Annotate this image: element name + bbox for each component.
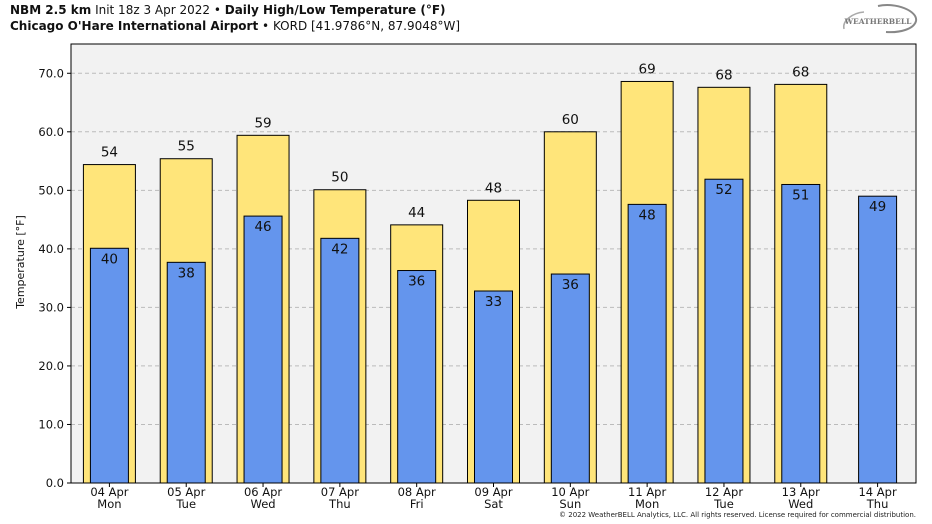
- low-temp-bar: [89, 247, 129, 484]
- x-tick-day: Fri: [410, 497, 424, 511]
- init-time: Init 18z 3 Apr 2022: [95, 3, 211, 17]
- low-temp-label: 48: [639, 207, 656, 223]
- high-temp-label: 54: [101, 145, 118, 161]
- low-temp-bar: [627, 203, 667, 484]
- product-name: Daily High/Low Temperature (°F): [224, 3, 446, 17]
- high-temp-label: 68: [792, 64, 809, 80]
- bullet-separator-2: •: [262, 19, 270, 33]
- x-tick-date: 10 Apr: [551, 485, 589, 499]
- x-tick-date: 08 Apr: [398, 485, 436, 499]
- high-temp-label: 60: [562, 112, 579, 128]
- low-temp-bar: [781, 183, 821, 484]
- copyright-notice: © 2022 WeatherBELL Analytics, LLC. All r…: [559, 511, 916, 519]
- x-tick-date: 12 Apr: [705, 485, 743, 499]
- station-name: Chicago O'Hare International Airport: [10, 19, 259, 33]
- model-name: NBM 2.5 km: [10, 3, 92, 17]
- low-temp-bar: [704, 178, 744, 484]
- low-temp-label: 42: [331, 241, 348, 257]
- low-temp-label: 40: [101, 251, 118, 267]
- chart-header: NBM 2.5 km Init 18z 3 Apr 2022 • Daily H…: [10, 2, 460, 34]
- x-tick-day: Mon: [635, 497, 659, 511]
- x-tick-date: 05 Apr: [167, 485, 205, 499]
- header-line-1: NBM 2.5 km Init 18z 3 Apr 2022 • Daily H…: [10, 2, 460, 18]
- y-tick-label: 50.0: [38, 183, 64, 197]
- x-tick-date: 09 Apr: [474, 485, 512, 499]
- x-tick-day: Mon: [97, 497, 121, 511]
- x-tick-date: 14 Apr: [858, 485, 896, 499]
- high-temp-label: 44: [408, 205, 425, 221]
- high-temp-label: 55: [178, 139, 195, 155]
- logo-swirl-icon: [877, 4, 918, 34]
- high-temp-label: 50: [331, 170, 348, 186]
- header-line-2: Chicago O'Hare International Airport • K…: [10, 18, 460, 34]
- low-temp-label: 33: [485, 294, 502, 310]
- x-tick-date: 06 Apr: [244, 485, 282, 499]
- y-tick-label: 70.0: [38, 66, 64, 80]
- high-temp-label: 59: [254, 115, 271, 131]
- y-axis-label: Temperature [°F]: [14, 215, 27, 310]
- y-tick-label: 40.0: [38, 242, 64, 256]
- low-temp-bar: [243, 215, 283, 484]
- x-tick-day: Sun: [559, 497, 581, 511]
- low-temp-label: 52: [715, 182, 732, 198]
- low-temp-label: 36: [408, 274, 425, 290]
- low-temp-bar: [166, 261, 206, 484]
- station-info: KORD [41.9786°N, 87.9048°W]: [272, 19, 461, 33]
- low-temp-label: 51: [792, 187, 809, 203]
- y-tick-label: 10.0: [38, 417, 64, 431]
- weatherbell-logo: WEATHERBELL: [843, 4, 918, 34]
- x-tick-day: Wed: [788, 497, 813, 511]
- low-temp-bar: [858, 195, 898, 484]
- high-temp-label: 48: [485, 180, 502, 196]
- high-temp-label: 69: [639, 61, 656, 77]
- low-temp-label: 38: [178, 265, 195, 281]
- low-temp-label: 49: [869, 199, 886, 215]
- bar-series: 54 40 55 38 59 46 50 42 44 36 48 33 60 36 69 48 68 52 68 51…: [82, 61, 898, 484]
- x-tick-date: 07 Apr: [321, 485, 359, 499]
- x-tick-day: Thu: [328, 497, 351, 511]
- x-tick-day: Tue: [713, 497, 734, 511]
- y-tick-label: 0.0: [46, 476, 64, 490]
- x-tick-day: Wed: [251, 497, 276, 511]
- logo-text: WEATHERBELL: [844, 17, 912, 26]
- logo-swirl-icon-2: [843, 11, 865, 30]
- x-tick-day: Tue: [175, 497, 196, 511]
- low-temp-label: 46: [254, 219, 271, 235]
- low-temp-bar: [550, 273, 590, 484]
- y-tick-label: 30.0: [38, 300, 64, 314]
- x-tick-date: 04 Apr: [90, 485, 128, 499]
- x-tick-day: Thu: [866, 497, 889, 511]
- low-temp-bar: [320, 237, 360, 484]
- x-tick-date: 13 Apr: [782, 485, 820, 499]
- low-temp-bar: [474, 290, 513, 484]
- y-tick-label: 20.0: [38, 359, 64, 373]
- bullet-separator: •: [213, 3, 221, 17]
- low-temp-bar: [397, 270, 437, 484]
- x-tick-date: 11 Apr: [628, 485, 666, 499]
- low-temp-label: 36: [562, 277, 579, 293]
- y-axis-ticks: 0.0 10.0 20.0 30.0 40.0 50.0 60.0 70.0: [38, 66, 71, 490]
- x-tick-day: Sat: [484, 497, 503, 511]
- high-temp-label: 68: [715, 67, 732, 83]
- y-tick-label: 60.0: [38, 125, 64, 139]
